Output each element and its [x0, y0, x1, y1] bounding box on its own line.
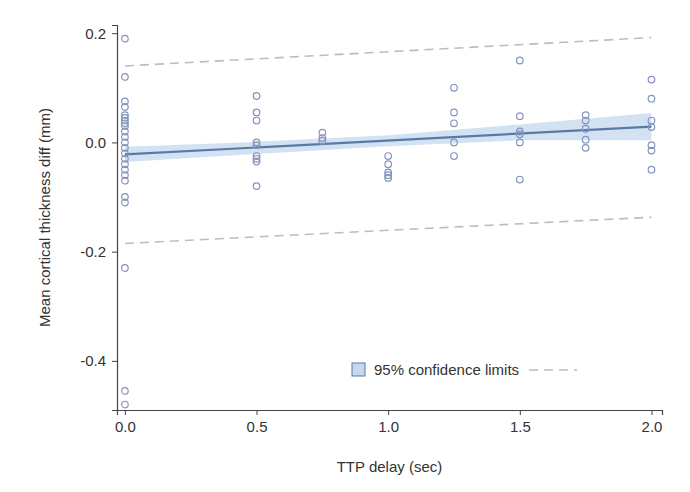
confidence-band	[125, 113, 652, 162]
tick-mark	[112, 361, 117, 362]
point	[648, 76, 655, 83]
tick-mark	[112, 33, 117, 34]
tick-mark	[125, 410, 126, 415]
point	[582, 145, 589, 152]
tick: 0.0	[115, 410, 136, 435]
point	[385, 153, 392, 160]
point	[122, 265, 129, 272]
point	[517, 139, 524, 146]
point	[122, 177, 129, 184]
point	[517, 57, 524, 64]
tick-label: 0.0	[85, 134, 106, 151]
point	[122, 74, 129, 81]
legend-dash	[529, 369, 577, 371]
legend-label: 95% confidence limits	[374, 361, 519, 378]
y-axis-title: Mean cortical thickness diff (mm)	[36, 108, 53, 327]
point	[253, 93, 260, 100]
fit-line	[125, 127, 652, 155]
tick-mark	[388, 410, 389, 415]
tick-mark	[651, 410, 652, 415]
point	[122, 104, 129, 111]
point	[253, 117, 260, 124]
tick: 0.2	[85, 24, 117, 41]
point	[517, 131, 524, 138]
tick-label: 1.5	[510, 418, 531, 435]
point	[122, 388, 129, 395]
point	[122, 401, 129, 408]
point	[451, 139, 458, 146]
chart: 0.0 0.5 1.0 1.5 2.0 -0.4 -0.2 0.0 0.2 TTP delay (…	[0, 0, 690, 492]
tick-label: 0.2	[85, 24, 106, 41]
point	[517, 113, 524, 120]
tick-label: -0.4	[80, 352, 106, 369]
point	[253, 142, 260, 149]
tick-label: 0.5	[247, 418, 268, 435]
prediction-line	[125, 38, 652, 66]
point	[648, 147, 655, 154]
tick: 1.0	[378, 410, 399, 435]
point	[319, 137, 326, 144]
point	[582, 136, 589, 143]
tick: 0.5	[247, 410, 268, 435]
x-axis-title: TTP delay (sec)	[337, 458, 443, 475]
tick: -0.2	[80, 243, 117, 260]
point	[582, 117, 589, 124]
legend-item: 95% confidence limits	[352, 361, 577, 378]
legend-swatch	[352, 363, 365, 376]
point	[648, 117, 655, 124]
tick: 2.0	[642, 410, 663, 435]
axis-line	[118, 411, 663, 416]
point	[517, 176, 524, 183]
tick-mark	[112, 252, 117, 253]
point	[451, 85, 458, 92]
tick-mark	[520, 410, 521, 415]
axis-line	[112, 26, 118, 411]
point	[648, 124, 655, 131]
point	[253, 109, 260, 116]
point	[451, 109, 458, 116]
tick-label: 1.0	[378, 418, 399, 435]
point	[253, 158, 260, 165]
point	[122, 199, 129, 206]
point	[582, 125, 589, 132]
tick: 0.0	[85, 134, 117, 151]
tick: -0.4	[80, 352, 117, 369]
tick: 1.5	[510, 410, 531, 435]
point	[451, 120, 458, 127]
point	[385, 161, 392, 168]
x-axis: 0.0 0.5 1.0 1.5 2.0	[115, 410, 663, 435]
plot-area: 0.0 0.5 1.0 1.5 2.0 -0.4 -0.2 0.0 0.2	[80, 24, 662, 434]
point	[648, 166, 655, 173]
prediction-line	[125, 217, 652, 243]
tick-label: 2.0	[642, 418, 663, 435]
point	[122, 35, 129, 42]
point	[253, 183, 260, 190]
point	[385, 175, 392, 182]
legend: 95% confidence limits	[352, 361, 577, 378]
tick-label: 0.0	[115, 418, 136, 435]
point	[648, 95, 655, 102]
tick-mark	[112, 142, 117, 143]
marks	[122, 35, 655, 407]
tick-label: -0.2	[80, 243, 106, 260]
y-axis: -0.4 -0.2 0.0 0.2	[80, 24, 117, 410]
point	[451, 153, 458, 160]
tick-mark	[257, 410, 258, 415]
